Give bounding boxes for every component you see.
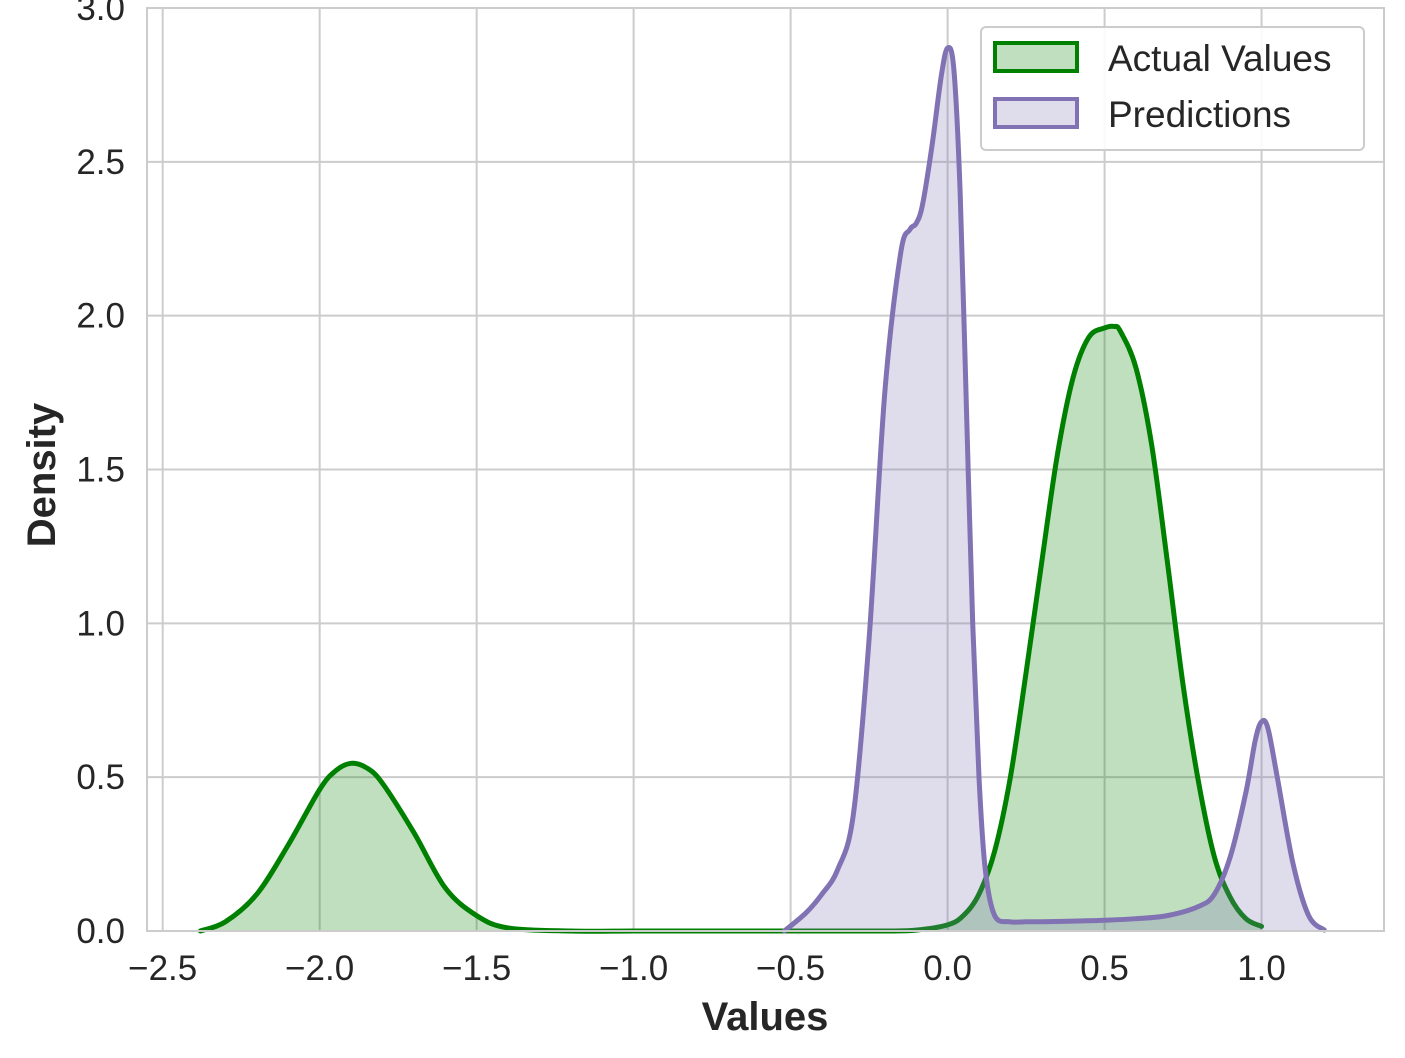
legend-swatch-actual-values bbox=[993, 41, 1079, 73]
line-predictions bbox=[781, 45, 1327, 934]
legend-swatch-predictions bbox=[993, 97, 1079, 129]
x-tick-label: −1.5 bbox=[442, 949, 511, 988]
x-tick-label: −2.0 bbox=[285, 949, 354, 988]
x-tick-label: −0.5 bbox=[756, 949, 825, 988]
legend: Actual Values Predictions bbox=[980, 26, 1365, 151]
x-tick-label: −1.0 bbox=[599, 949, 668, 988]
x-tick-label: 1.0 bbox=[1237, 949, 1286, 988]
series-layer bbox=[197, 45, 1327, 934]
y-tick-label: 2.0 bbox=[76, 297, 125, 336]
plot-frame bbox=[146, 7, 1385, 932]
x-tick-label: 0.5 bbox=[1080, 949, 1129, 988]
x-tick-label: −2.5 bbox=[128, 949, 197, 988]
area-actual-values bbox=[200, 326, 1262, 932]
area-predictions bbox=[784, 47, 1325, 931]
x-axis-title: Values bbox=[702, 995, 829, 1039]
y-tick-label: 0.0 bbox=[76, 912, 125, 951]
y-tick-label: 3.0 bbox=[76, 0, 125, 28]
y-tick-label: 1.0 bbox=[76, 604, 125, 643]
x-tick-labels: −2.5 −2.0 −1.5 −1.0 −0.5 0.0 0.5 1.0 bbox=[128, 949, 1286, 988]
legend-label-actual-values: Actual Values bbox=[1108, 38, 1332, 79]
line-actual-values bbox=[197, 323, 1265, 934]
y-tick-labels: 0.0 0.5 1.0 1.5 2.0 2.5 3.0 bbox=[76, 0, 125, 951]
y-tick-label: 1.5 bbox=[76, 451, 125, 490]
legend-label-predictions: Predictions bbox=[1108, 94, 1291, 135]
x-tick-label: 0.0 bbox=[923, 949, 972, 988]
y-tick-label: 0.5 bbox=[76, 758, 125, 797]
y-tick-label: 2.5 bbox=[76, 143, 125, 182]
y-axis-title: Density bbox=[20, 402, 64, 547]
